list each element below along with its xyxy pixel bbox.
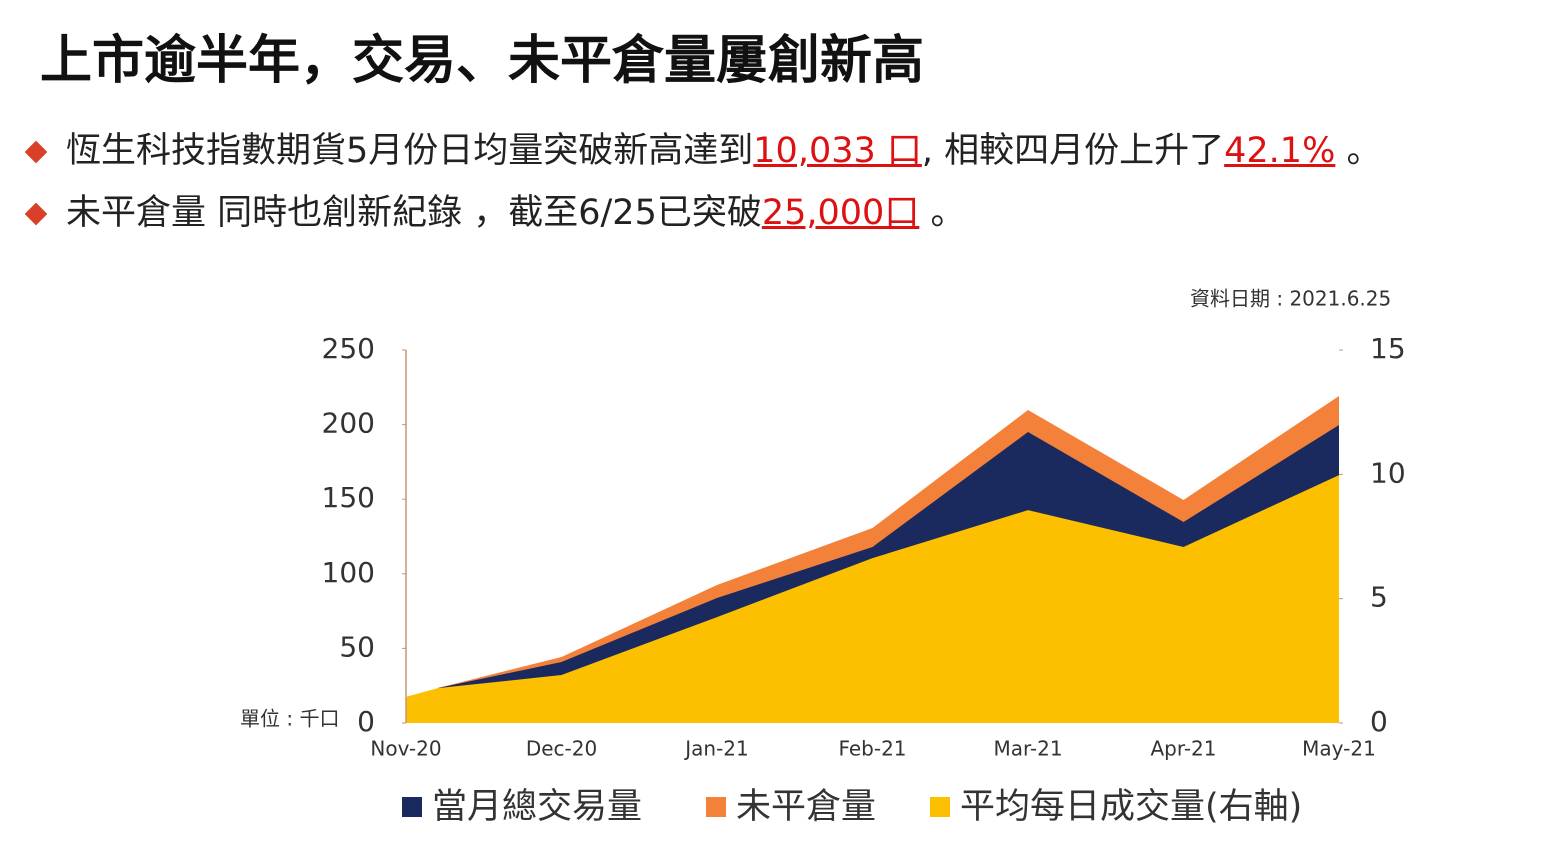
legend-label: 平均每日成交量(右軸) bbox=[960, 787, 1302, 827]
x-tick-label: Jan-21 bbox=[683, 737, 749, 761]
legend-swatch bbox=[402, 797, 422, 817]
unit-label: 單位 : 千口 bbox=[240, 707, 339, 731]
y-tick-label: 250 bbox=[322, 332, 375, 365]
x-tick-label: Apr-21 bbox=[1151, 737, 1217, 761]
y2-tick-label: 15 bbox=[1370, 332, 1406, 365]
y-tick-label: 0 bbox=[357, 705, 375, 738]
bullet-text: 未平倉量 同時也創新紀錄 ，截至6/25已突破 bbox=[66, 193, 762, 233]
bullet: 恆生科技指數期貨5月份日均量突破新高達到10,033 口, 相較四月份上升了42… bbox=[22, 122, 1381, 173]
slide-title: 上市逾半年，交易、未平倉量屢創新高 bbox=[40, 31, 925, 91]
bullet-text: 。 bbox=[1335, 131, 1382, 171]
y2-tick-label: 5 bbox=[1370, 581, 1388, 614]
legend-label: 未平倉量 bbox=[736, 787, 876, 827]
x-tick-label: Dec-20 bbox=[526, 737, 597, 761]
y-tick-label: 150 bbox=[322, 481, 375, 514]
legend-label: 當月總交易量 bbox=[432, 787, 642, 827]
y-tick-label: 50 bbox=[339, 630, 375, 663]
x-tick-label: Mar-21 bbox=[993, 737, 1062, 761]
legend-swatch bbox=[706, 797, 726, 817]
bullet-text: 恆生科技指數期貨5月份日均量突破新高達到 bbox=[66, 131, 754, 171]
x-tick-label: Nov-20 bbox=[370, 737, 441, 761]
area bbox=[406, 475, 1339, 723]
y2-tick-label: 0 bbox=[1370, 705, 1388, 738]
legend-swatch bbox=[930, 797, 950, 817]
highlight-text: 25,000口 bbox=[761, 193, 920, 233]
y2-tick-label: 10 bbox=[1370, 456, 1406, 489]
highlight-text: 42.1% bbox=[1224, 131, 1336, 171]
bullet: 未平倉量 同時也創新紀錄 ，截至6/25已突破25,000口 。 bbox=[22, 184, 965, 235]
y-tick-label: 200 bbox=[322, 407, 375, 440]
highlight-text: 10,033 口 bbox=[753, 131, 922, 171]
bullet-text: 。 bbox=[919, 193, 966, 233]
bullet-text: , 相較四月份上升了 bbox=[921, 131, 1225, 171]
y-tick-label: 100 bbox=[322, 556, 375, 589]
x-tick-label: May-21 bbox=[1302, 737, 1376, 761]
x-tick-label: Feb-21 bbox=[838, 737, 906, 761]
date-note: 資料日期 : 2021.6.25 bbox=[1190, 287, 1391, 311]
